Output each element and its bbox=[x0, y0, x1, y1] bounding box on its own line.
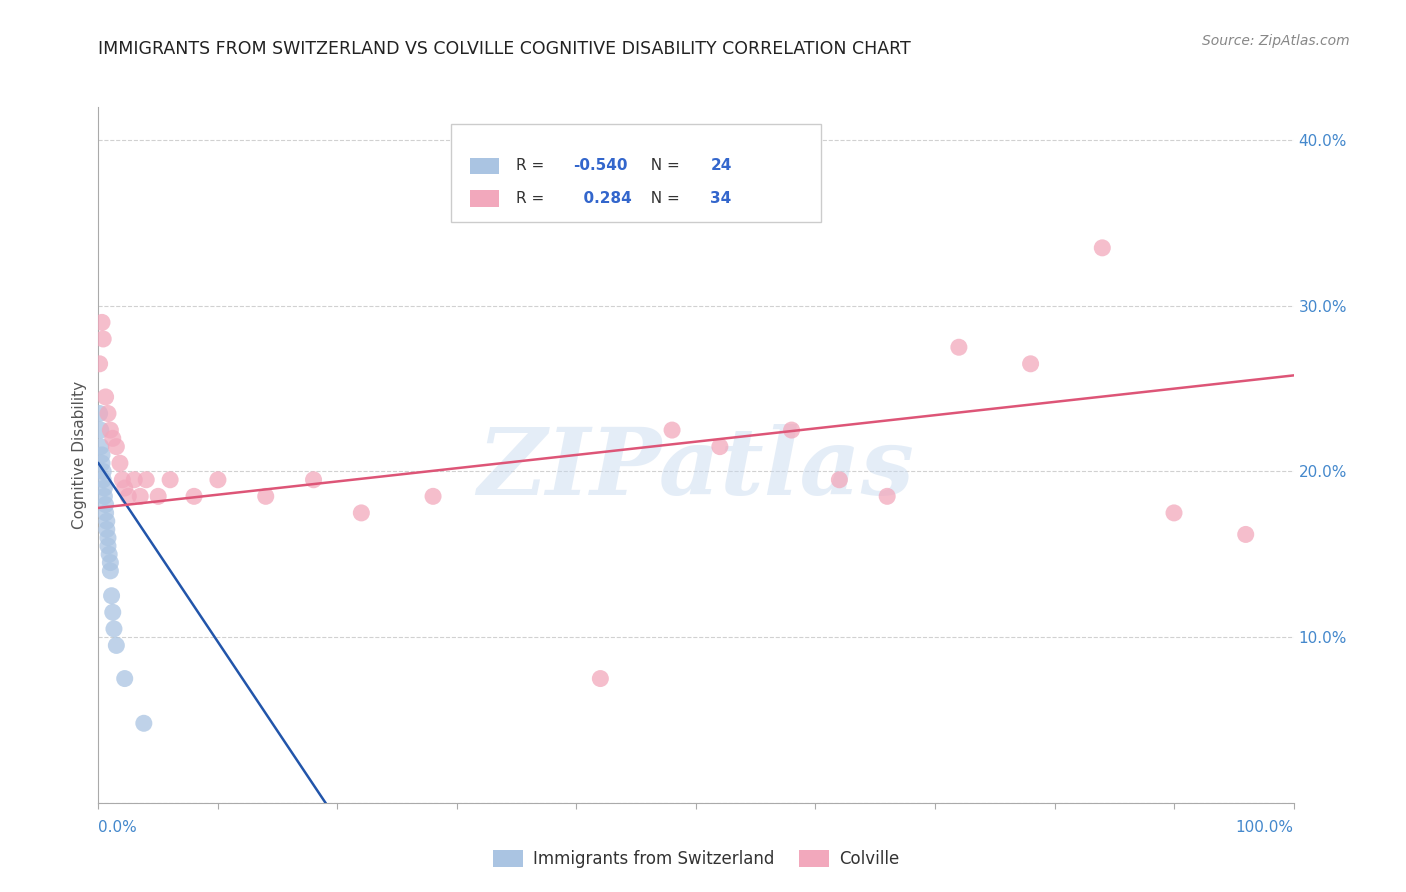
Point bbox=[91, 332, 114, 346]
Point bbox=[709, 440, 731, 454]
Text: R =: R = bbox=[516, 159, 548, 173]
Point bbox=[89, 407, 111, 421]
Point bbox=[98, 556, 122, 570]
Point bbox=[661, 423, 683, 437]
Text: IMMIGRANTS FROM SWITZERLAND VS COLVILLE COGNITIVE DISABILITY CORRELATION CHART: IMMIGRANTS FROM SWITZERLAND VS COLVILLE … bbox=[98, 40, 911, 58]
Point bbox=[1091, 241, 1114, 255]
Point bbox=[91, 465, 114, 479]
Point bbox=[876, 489, 898, 503]
Point bbox=[114, 672, 136, 686]
Point bbox=[96, 514, 118, 528]
Point bbox=[91, 315, 114, 329]
Text: ZIPatlas: ZIPatlas bbox=[478, 424, 914, 514]
Legend: Immigrants from Switzerland, Colville: Immigrants from Switzerland, Colville bbox=[486, 843, 905, 874]
FancyBboxPatch shape bbox=[470, 158, 499, 174]
Point bbox=[422, 489, 444, 503]
Point bbox=[129, 489, 152, 503]
Point bbox=[90, 423, 112, 437]
Point bbox=[108, 456, 131, 470]
Point bbox=[589, 672, 612, 686]
Point bbox=[97, 407, 120, 421]
Point bbox=[98, 564, 122, 578]
Point bbox=[124, 473, 146, 487]
Point bbox=[350, 506, 373, 520]
Point bbox=[93, 481, 115, 495]
Point bbox=[94, 506, 117, 520]
Point bbox=[91, 456, 114, 470]
Text: Source: ZipAtlas.com: Source: ZipAtlas.com bbox=[1202, 34, 1350, 48]
Point bbox=[948, 340, 970, 354]
Point bbox=[101, 431, 124, 445]
Point bbox=[98, 547, 121, 561]
FancyBboxPatch shape bbox=[451, 124, 821, 222]
Point bbox=[183, 489, 205, 503]
Point bbox=[132, 716, 155, 731]
Text: 0.284: 0.284 bbox=[572, 191, 631, 206]
Point bbox=[135, 473, 157, 487]
Point bbox=[302, 473, 325, 487]
Point bbox=[97, 539, 120, 553]
Point bbox=[1163, 506, 1185, 520]
Text: 0.0%: 0.0% bbox=[98, 821, 138, 835]
Text: 24: 24 bbox=[710, 159, 731, 173]
Text: 34: 34 bbox=[710, 191, 731, 206]
Point bbox=[105, 440, 128, 454]
Point bbox=[98, 423, 122, 437]
Point bbox=[159, 473, 181, 487]
Point bbox=[94, 390, 117, 404]
Point bbox=[117, 489, 139, 503]
Point bbox=[97, 531, 120, 545]
Point bbox=[148, 489, 170, 503]
Point bbox=[1234, 527, 1257, 541]
Text: N =: N = bbox=[641, 191, 685, 206]
Point bbox=[105, 639, 128, 653]
Point bbox=[103, 622, 125, 636]
Point bbox=[100, 589, 122, 603]
Point bbox=[1019, 357, 1042, 371]
Point bbox=[94, 498, 117, 512]
Text: -0.540: -0.540 bbox=[572, 159, 627, 173]
Point bbox=[254, 489, 277, 503]
Point bbox=[96, 523, 118, 537]
Point bbox=[114, 481, 136, 495]
Point bbox=[780, 423, 803, 437]
Point bbox=[91, 448, 114, 462]
Text: 100.0%: 100.0% bbox=[1236, 821, 1294, 835]
Point bbox=[828, 473, 851, 487]
Text: N =: N = bbox=[641, 159, 685, 173]
Point bbox=[207, 473, 229, 487]
Text: R =: R = bbox=[516, 191, 548, 206]
Point bbox=[111, 473, 134, 487]
Point bbox=[91, 473, 114, 487]
Point bbox=[101, 605, 124, 619]
Y-axis label: Cognitive Disability: Cognitive Disability bbox=[72, 381, 87, 529]
Point bbox=[90, 440, 112, 454]
Point bbox=[89, 357, 111, 371]
Point bbox=[93, 489, 115, 503]
FancyBboxPatch shape bbox=[470, 190, 499, 207]
